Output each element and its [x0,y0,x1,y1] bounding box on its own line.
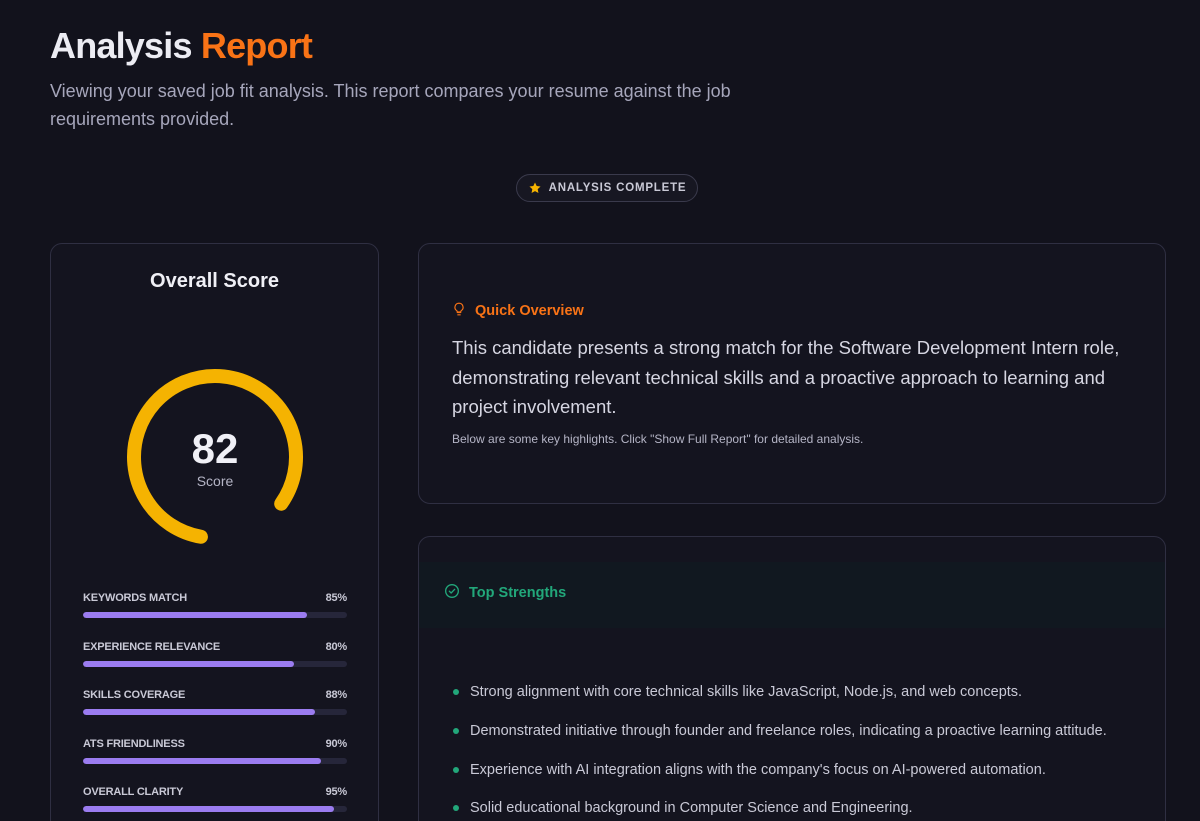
metric-value: 90% [325,737,348,750]
metric-ats-friendliness: ATS FRIENDLINESS 90% [83,738,347,787]
top-strengths-card: Top Strengths Strong alignment with core… [418,536,1166,821]
list-item: Experience with AI integration aligns wi… [452,760,1152,799]
metric-label: OVERALL CLARITY [83,786,184,798]
check-circle-icon [444,583,460,603]
overall-score-card: Overall Score 82 Score KEYWORDS MATCH 85… [50,243,379,821]
list-item: Strong alignment with core technical ski… [452,682,1152,721]
top-strengths-heading: Top Strengths [444,583,566,603]
status-badge: ANALYSIS COMPLETE [516,174,698,202]
metric-value: 80% [325,640,348,653]
score-label: Score [196,473,234,489]
metric-fill [83,806,334,812]
metric-track [83,757,347,764]
metric-value: 85% [325,592,348,604]
metric-label: SKILLS COVERAGE [83,689,186,701]
metric-overall-clarity: OVERALL CLARITY 95% [83,786,347,821]
top-strengths-header-band [419,562,1165,628]
metric-fill [83,709,316,715]
score-gauge-arc [127,369,303,544]
status-badge-label: ANALYSIS COMPLETE [548,182,687,194]
metric-fill [83,757,321,764]
page-title-word-1: Analysis [50,25,192,66]
list-item: Solid educational background in Computer… [452,798,1152,821]
metric-value: 88% [325,689,348,701]
metrics-list: KEYWORDS MATCH 85% EXPERIENCE RELEVANCE … [83,592,347,821]
quick-overview-heading-label: Quick Overview [475,303,584,319]
metric-label: ATS FRIENDLINESS [83,737,185,750]
metric-fill [83,612,308,618]
page-title-word-2: Report [200,25,313,66]
lightbulb-icon [452,301,466,321]
list-item: Demonstrated initiative through founder … [452,721,1152,760]
metric-track [83,709,347,715]
quick-overview-note: Below are some key highlights. Click "Sh… [452,432,864,446]
metric-fill [83,660,295,667]
metric-label: KEYWORDS MATCH [83,592,187,604]
page-title: Analysis Report [50,24,313,68]
metric-experience-relevance: EXPERIENCE RELEVANCE 80% [83,641,347,690]
metric-label: EXPERIENCE RELEVANCE [83,640,220,653]
score-value: 82 [191,425,239,472]
metric-value: 95% [325,786,348,798]
overall-score-title: Overall Score [150,270,279,292]
top-strengths-heading-label: Top Strengths [469,585,567,601]
star-icon [528,181,542,195]
top-strengths-list: Strong alignment with core technical ski… [452,682,1152,821]
metric-skills-coverage: SKILLS COVERAGE 88% [83,689,347,738]
metric-keywords-match: KEYWORDS MATCH 85% [83,592,347,641]
metric-track [83,612,347,618]
quick-overview-heading: Quick Overview [452,301,584,321]
quick-overview-summary: This candidate presents a strong match f… [452,337,1120,417]
quick-overview-card: Quick Overview This candidate presents a… [418,243,1166,504]
metric-track [83,806,347,812]
page-subtitle: Viewing your saved job fit analysis. Thi… [50,81,731,129]
metric-track [83,660,347,667]
score-gauge: 82 Score [125,367,305,547]
